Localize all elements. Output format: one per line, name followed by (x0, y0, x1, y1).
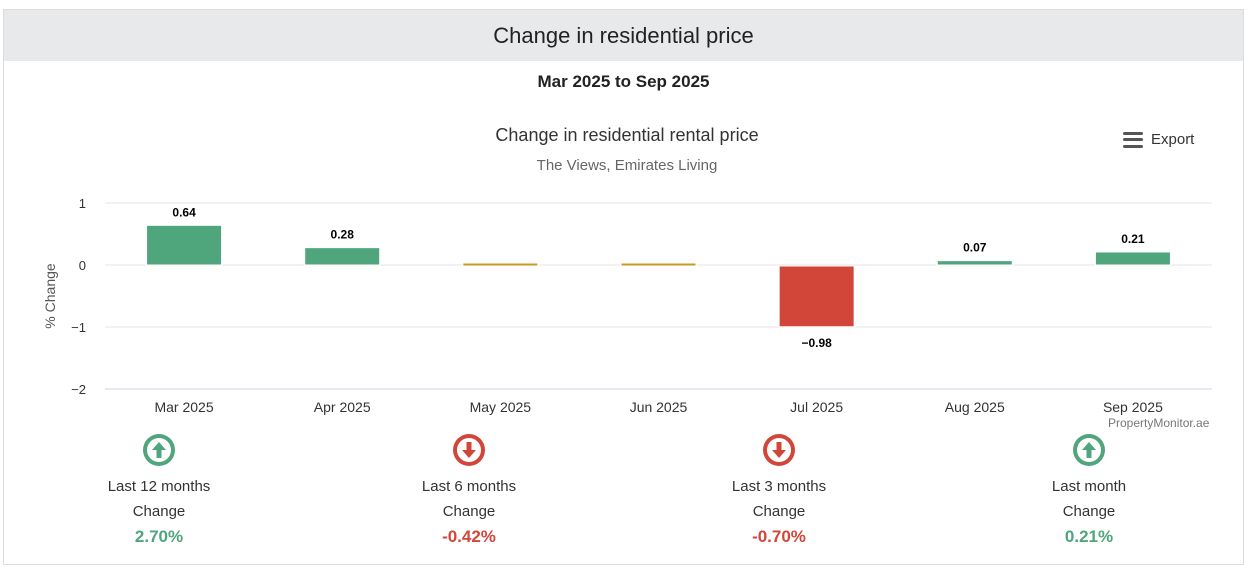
arrow-down-icon (453, 434, 485, 466)
y-axis-title: % Change (42, 263, 58, 329)
menu-icon (1123, 131, 1143, 148)
stat-last-6-months: Last 6 months Change -0.42% (379, 434, 559, 550)
bar-jul-2025 (778, 265, 855, 328)
data-label: 0.28 (331, 228, 355, 242)
data-label: 0.21 (1121, 232, 1145, 246)
stat-label: Last 6 months (421, 478, 517, 495)
bar-jun-2025 (620, 262, 697, 267)
stat-sublabel: Change (132, 503, 186, 520)
x-tick-label: May 2025 (470, 399, 532, 415)
stat-sublabel: Change (442, 503, 496, 520)
stat-label: Last 3 months (731, 478, 827, 495)
stat-last-month: Last month Change 0.21% (999, 434, 1179, 550)
arrow-up-icon (1073, 434, 1105, 466)
stat-value: -0.42% (442, 527, 496, 546)
card-title: Change in residential price (493, 22, 754, 48)
stat-value: 0.21% (1064, 527, 1114, 546)
x-tick-label: Jul 2025 (790, 399, 843, 415)
stat-label: Last 12 months (107, 478, 211, 495)
x-tick-label: Apr 2025 (314, 399, 371, 415)
price-change-card: Change in residential price Mar 2025 to … (3, 9, 1244, 565)
y-tick-label: −2 (71, 382, 86, 397)
y-tick-label: 1 (79, 196, 86, 211)
card-header: Change in residential price (4, 10, 1243, 61)
bar-apr-2025 (304, 247, 381, 266)
bar-aug-2025 (936, 260, 1013, 266)
y-tick-label: 0 (79, 258, 86, 273)
x-tick-label: Aug 2025 (945, 399, 1005, 415)
stat-label: Last month (1051, 478, 1127, 495)
data-label: −0.98 (801, 336, 832, 350)
stat-last-3-months: Last 3 months Change -0.70% (689, 434, 869, 550)
date-range: Mar 2025 to Sep 2025 (537, 72, 710, 91)
bar-mar-2025 (146, 224, 223, 266)
export-button[interactable]: Export (1123, 131, 1194, 148)
stat-last-12-months: Last 12 months Change 2.70% (69, 434, 249, 550)
arrow-down-icon (763, 434, 795, 466)
stat-value: 2.70% (134, 527, 184, 546)
data-label: 0.07 (963, 241, 987, 255)
x-tick-label: Sep 2025 (1103, 399, 1163, 415)
stat-sublabel: Change (752, 503, 806, 520)
credit-link[interactable]: PropertyMonitor.ae (1108, 416, 1210, 430)
stat-sublabel: Change (1062, 503, 1116, 520)
chart-subtitle: The Views, Emirates Living (536, 157, 718, 174)
x-tick-label: Jun 2025 (630, 399, 688, 415)
x-tick-label: Mar 2025 (154, 399, 213, 415)
bar-sep-2025 (1094, 251, 1171, 266)
y-tick-label: −1 (71, 320, 86, 335)
stat-value: -0.70% (752, 527, 806, 546)
data-label: 0.64 (172, 205, 196, 219)
chart-title: Change in residential rental price (495, 125, 759, 145)
bar-may-2025 (462, 262, 539, 267)
arrow-up-icon (143, 434, 175, 466)
export-label: Export (1151, 131, 1195, 148)
